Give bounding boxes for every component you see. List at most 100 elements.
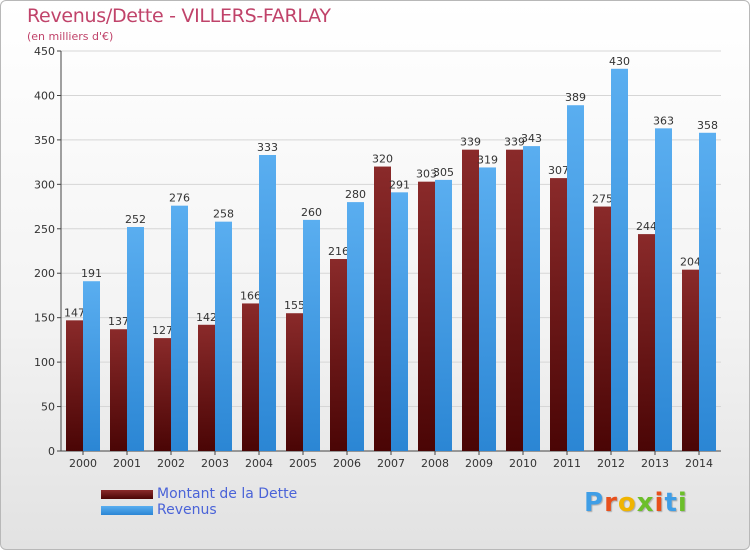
logo-letter: i: [654, 488, 665, 518]
legend-swatch-dette: [101, 490, 153, 499]
y-tick-label: 250: [34, 223, 55, 236]
data-label: 358: [697, 119, 718, 132]
x-tick-label: 2013: [641, 457, 669, 470]
data-label: 127: [152, 324, 173, 337]
x-tick-label: 2007: [377, 457, 405, 470]
logo-letter: o: [617, 488, 637, 518]
x-tick-label: 2011: [553, 457, 581, 470]
data-label: 320: [372, 153, 393, 166]
bar-revenus: [303, 219, 320, 451]
y-tick-label: 200: [34, 267, 55, 280]
logo-letter: i: [677, 488, 688, 518]
bar-revenus: [611, 68, 628, 452]
data-label: 363: [653, 114, 674, 127]
data-label: 260: [301, 206, 322, 219]
x-tick-label: 2006: [333, 457, 361, 470]
bar-dette: [506, 149, 523, 451]
data-label: 430: [609, 55, 630, 68]
bar-dette: [682, 269, 699, 451]
logo-letter: x: [636, 488, 655, 518]
data-label: 389: [565, 91, 586, 104]
x-tick-label: 2002: [157, 457, 185, 470]
chart-title: Revenus/Dette - VILLERS-FARLAY: [27, 5, 331, 27]
bar-dette: [594, 206, 611, 451]
bar-chart: 0 50 100 150 200 250 300 350 400 450 147 191 2000 137…: [34, 45, 721, 470]
data-label: 244: [636, 220, 657, 233]
bar-revenus: [479, 167, 496, 451]
y-tick-label: 400: [34, 89, 55, 102]
bar-revenus: [699, 132, 716, 451]
proxiti-logo: Proxiti: [584, 488, 688, 518]
bar-revenus: [391, 192, 408, 452]
data-label: 291: [389, 178, 410, 191]
data-label: 252: [125, 213, 146, 226]
x-tick-label: 2008: [421, 457, 449, 470]
y-tick-label: 300: [34, 178, 55, 191]
data-label: 303: [416, 168, 437, 181]
x-tick-label: 2009: [465, 457, 493, 470]
data-label: 147: [64, 306, 85, 319]
bar-dette: [330, 259, 347, 451]
x-tick-label: 2000: [69, 457, 97, 470]
x-tick-label: 2014: [685, 457, 713, 470]
y-tick-label: 450: [34, 45, 55, 58]
data-label: 319: [477, 153, 498, 166]
bar-dette: [66, 320, 83, 451]
data-label: 343: [521, 132, 542, 145]
bar-revenus: [567, 105, 584, 451]
data-label: 155: [284, 299, 305, 312]
data-label: 275: [592, 193, 613, 206]
logo-letter: r: [604, 488, 618, 518]
bar-dette: [418, 181, 435, 451]
bar-revenus: [655, 128, 672, 451]
legend-swatch-revenus: [101, 506, 153, 515]
bar-revenus: [347, 202, 364, 451]
bar-dette: [462, 149, 479, 451]
x-tick-label: 2004: [245, 457, 273, 470]
x-tick-label: 2010: [509, 457, 537, 470]
bar-revenus: [259, 155, 276, 451]
logo-letter: P: [584, 488, 605, 518]
data-label: 339: [504, 136, 525, 149]
bar-revenus: [127, 227, 144, 451]
bar-revenus: [83, 281, 100, 451]
y-tick-label: 100: [34, 356, 55, 369]
bar-dette: [110, 329, 127, 451]
bar-dette: [154, 338, 171, 451]
data-label: 305: [433, 166, 454, 179]
bar-revenus: [435, 179, 452, 451]
bar-revenus: [171, 205, 188, 451]
data-label: 307: [548, 164, 569, 177]
bar-revenus: [523, 146, 540, 451]
bar-revenus: [215, 221, 232, 451]
data-label: 191: [81, 267, 102, 280]
y-tick-label: 350: [34, 134, 55, 147]
bar-dette: [286, 313, 303, 451]
bar-dette: [198, 324, 215, 451]
legend-label-dette: Montant de la Dette: [157, 486, 298, 502]
y-tick-label: 150: [34, 312, 55, 325]
data-label: 137: [108, 315, 129, 328]
x-tick-label: 2012: [597, 457, 625, 470]
data-label: 258: [213, 208, 234, 221]
logo-letter: t: [664, 488, 678, 518]
bar-dette: [638, 234, 655, 451]
y-tick-label: 50: [41, 401, 55, 414]
chart-subtitle: (en milliers d'€): [27, 30, 114, 43]
x-tick-label: 2005: [289, 457, 317, 470]
bar-dette: [374, 166, 391, 452]
data-label: 142: [196, 311, 217, 324]
data-label: 333: [257, 141, 278, 154]
data-label: 339: [460, 136, 481, 149]
y-tick-label: 0: [48, 445, 55, 458]
x-tick-label: 2001: [113, 457, 141, 470]
data-label: 276: [169, 192, 190, 205]
x-tick-label: 2003: [201, 457, 229, 470]
data-label: 216: [328, 245, 349, 258]
data-label: 166: [240, 289, 261, 302]
data-label: 280: [345, 188, 366, 201]
bar-dette: [550, 178, 567, 451]
legend-label-revenus: Revenus: [157, 502, 217, 518]
data-label: 204: [680, 256, 701, 269]
